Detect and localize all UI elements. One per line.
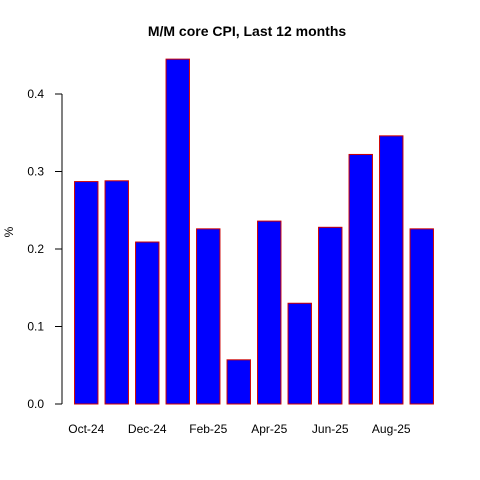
x-tick-label: Dec-24 xyxy=(128,422,167,436)
bar-mar-25 xyxy=(226,359,251,405)
x-tick-label: Apr-25 xyxy=(251,422,287,436)
bar-jul-25 xyxy=(348,153,373,405)
bar-sep-25 xyxy=(409,228,434,405)
x-tick-label: Oct-24 xyxy=(68,422,104,436)
chart-title: M/M core CPI, Last 12 months xyxy=(148,23,347,39)
y-tick-label: 0.2 xyxy=(27,242,44,256)
x-tick-label: Aug-25 xyxy=(372,422,411,436)
bar-feb-25 xyxy=(196,228,221,405)
y-tick-label: 0.1 xyxy=(27,320,44,334)
x-tick-label: Feb-25 xyxy=(189,422,227,436)
bar-jun-25 xyxy=(318,226,343,405)
bar-dec-24 xyxy=(135,241,160,405)
bar-oct-24 xyxy=(74,181,99,405)
y-axis: 0.0 0.1 0.2 0.3 0.4 xyxy=(27,87,63,411)
bar-jan-25 xyxy=(165,58,190,405)
bar-apr-25 xyxy=(257,220,282,405)
y-tick-label: 0.0 xyxy=(27,397,44,411)
x-axis-labels: Oct-24 Dec-24 Feb-25 Apr-25 Jun-25 Aug-25 xyxy=(68,422,411,436)
bar-nov-24 xyxy=(104,180,129,405)
y-tick-label: 0.4 xyxy=(27,87,44,101)
y-axis-label: % xyxy=(2,226,16,237)
x-tick-label: Jun-25 xyxy=(312,422,349,436)
bar-may-25 xyxy=(287,302,312,405)
bar-aug-25 xyxy=(379,135,404,405)
y-tick-label: 0.3 xyxy=(27,165,44,179)
bars-group xyxy=(74,58,434,405)
